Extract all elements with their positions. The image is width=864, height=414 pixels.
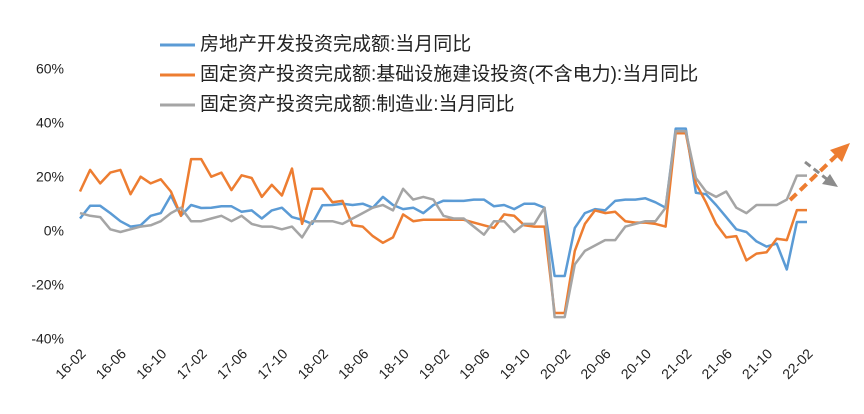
- down-arrow-head: [822, 174, 838, 187]
- up-arrow-head: [830, 143, 850, 162]
- x-tick-label: 18-10: [375, 345, 412, 382]
- series-line: [79, 130, 807, 319]
- x-tick-label: 21-06: [698, 345, 735, 382]
- x-tick-label: 16-10: [133, 345, 170, 382]
- down-arrow: [804, 160, 829, 182]
- x-tick-label: 17-10: [254, 345, 291, 382]
- legend-label: 固定资产投资完成额:基础设施建设投资(不含电力):当月同比: [200, 63, 698, 85]
- x-tick-label: 19-02: [416, 345, 453, 382]
- y-tick-label: 60%: [36, 61, 64, 77]
- x-tick-label: 16-06: [92, 345, 129, 382]
- x-tick-label: 17-02: [173, 345, 210, 382]
- x-tick-label: 19-10: [496, 345, 533, 382]
- x-tick-label: 19-06: [456, 345, 493, 382]
- y-tick-label: 40%: [36, 115, 64, 131]
- y-tick-label: -20%: [31, 277, 64, 293]
- series-line: [79, 127, 807, 278]
- up-arrow: [788, 152, 840, 202]
- x-tick-label: 22-02: [779, 345, 816, 382]
- y-tick-label: -40%: [31, 331, 64, 347]
- series-line: [78, 131, 807, 315]
- x-tick-label: 20-10: [618, 345, 655, 382]
- x-tick-label: 18-02: [294, 345, 331, 382]
- trend-arrows: [788, 143, 850, 202]
- x-tick-label: 16-02: [52, 345, 89, 382]
- legend-label: 固定资产投资完成额:制造业:当月同比: [200, 93, 515, 115]
- y-tick-label: 20%: [36, 169, 64, 185]
- legend-label: 房地产开发投资完成额:当月同比: [200, 33, 471, 55]
- x-tick-label: 20-06: [577, 345, 614, 382]
- x-tick-label: 17-06: [214, 345, 251, 382]
- x-tick-label: 20-02: [537, 345, 574, 382]
- x-tick-label: 21-02: [658, 345, 695, 382]
- x-tick-label: 18-06: [335, 345, 372, 382]
- x-tick-label: 21-10: [739, 345, 776, 382]
- y-tick-label: 0%: [44, 223, 64, 239]
